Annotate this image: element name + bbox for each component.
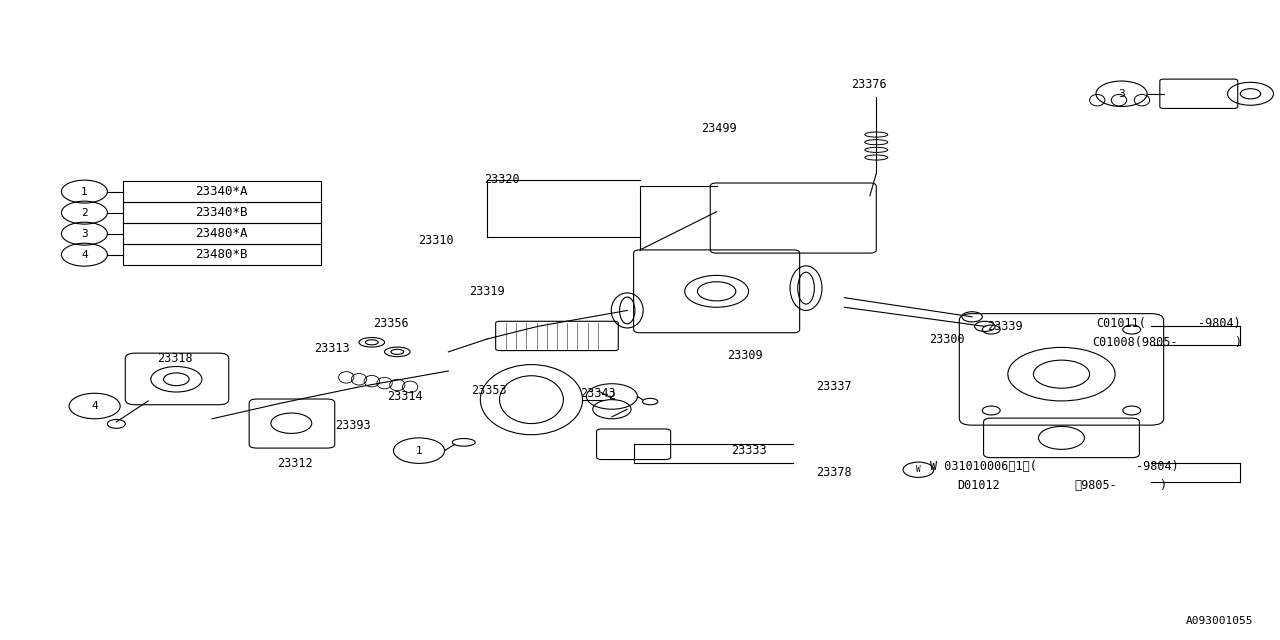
Text: ): ): [1234, 336, 1242, 349]
Text: ): ): [1158, 479, 1166, 492]
Text: -9804): -9804): [1198, 317, 1240, 330]
Text: 23313: 23313: [315, 342, 349, 355]
Bar: [123, 223, 321, 244]
Text: 23312: 23312: [278, 457, 312, 470]
Text: 3: 3: [81, 228, 88, 239]
Text: D01012: D01012: [956, 479, 1000, 492]
Bar: [123, 244, 321, 265]
Text: 23337: 23337: [817, 380, 852, 394]
Text: 23340*A: 23340*A: [196, 185, 248, 198]
Text: 23300: 23300: [929, 333, 964, 346]
Text: 23314: 23314: [387, 390, 422, 403]
Bar: [123, 181, 321, 202]
Text: 23319: 23319: [468, 285, 504, 298]
Text: 4: 4: [91, 401, 99, 411]
Text: 23376: 23376: [851, 77, 886, 91]
Text: （9805-: （9805-: [1074, 479, 1117, 492]
Text: 23356: 23356: [372, 317, 408, 330]
Text: 2: 2: [608, 392, 616, 401]
Text: 23393: 23393: [335, 419, 370, 431]
Text: C01008(9805-: C01008(9805-: [1092, 336, 1178, 349]
Text: 23480*B: 23480*B: [196, 248, 248, 261]
Text: 23378: 23378: [817, 467, 852, 479]
Bar: [123, 202, 321, 223]
Text: 23340*B: 23340*B: [196, 206, 248, 219]
Text: C01011(: C01011(: [1096, 317, 1146, 330]
Text: -9804): -9804): [1135, 460, 1179, 473]
Text: 23320: 23320: [484, 173, 520, 186]
Text: 23499: 23499: [701, 122, 737, 135]
Text: 23318: 23318: [157, 352, 193, 365]
Text: W: W: [916, 465, 920, 474]
Text: A093001055: A093001055: [1185, 616, 1253, 626]
Text: 2: 2: [81, 207, 88, 218]
Text: 23333: 23333: [731, 444, 767, 457]
Text: 23310: 23310: [417, 234, 453, 247]
Text: 23309: 23309: [727, 349, 763, 362]
Text: 3: 3: [1119, 89, 1125, 99]
Text: 1: 1: [81, 187, 88, 196]
Text: W 031010006（1）(: W 031010006（1）(: [931, 460, 1037, 473]
Text: 23339: 23339: [987, 320, 1023, 333]
Text: 23480*A: 23480*A: [196, 227, 248, 240]
Text: 1: 1: [416, 445, 422, 456]
Text: 23353: 23353: [471, 383, 507, 397]
Text: 4: 4: [81, 250, 88, 260]
Text: 23343: 23343: [580, 387, 616, 400]
